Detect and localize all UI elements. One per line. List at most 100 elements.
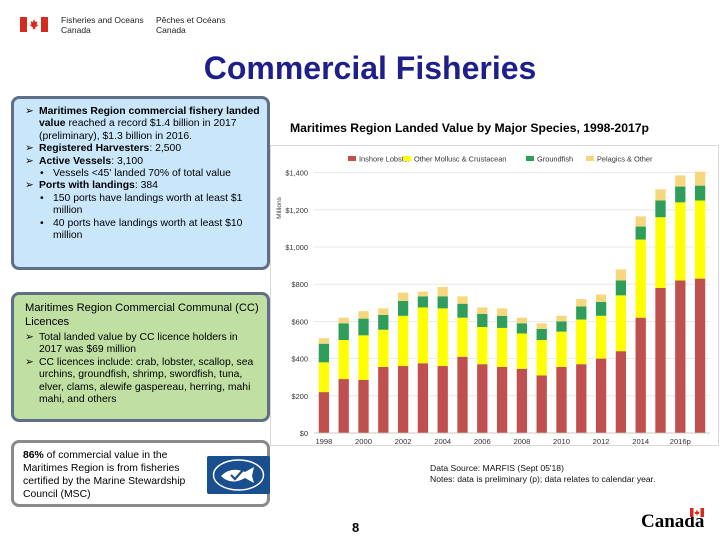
bar-segment bbox=[675, 186, 686, 203]
bullet-cc-species: ➢ CC licences include: crab, lobster, sca… bbox=[25, 356, 254, 406]
chart-title: Maritimes Region Landed Value by Major S… bbox=[290, 121, 649, 135]
y-tick-label: $1,000 bbox=[285, 243, 308, 252]
x-tick-label: 2016p bbox=[670, 437, 691, 446]
bar-segment bbox=[595, 301, 607, 316]
legend-swatch bbox=[348, 156, 356, 161]
bar-segment bbox=[477, 313, 488, 327]
legend-label: Groundfish bbox=[537, 155, 573, 164]
legend-swatch bbox=[586, 156, 594, 161]
y-tick-label: $600 bbox=[292, 317, 308, 326]
bar-segment bbox=[397, 315, 409, 367]
bullet-ports: ➢ Ports with landings: 384 bbox=[25, 180, 158, 192]
bar-segment bbox=[477, 307, 488, 314]
bar-segment bbox=[536, 323, 547, 329]
bar-segment bbox=[318, 362, 330, 393]
legend-swatch bbox=[526, 156, 534, 161]
key-facts-box: ➢ Maritimes Region commercial fishery lan… bbox=[11, 96, 270, 270]
x-tick-label: 2010 bbox=[553, 437, 570, 446]
sub-bullet-ports-10m: • 40 ports have landings worth at least $… bbox=[40, 217, 243, 242]
bar-segment bbox=[496, 315, 508, 328]
page-number: 8 bbox=[352, 520, 360, 535]
bar-segment bbox=[655, 287, 666, 433]
canada-wordmark: Canada bbox=[641, 511, 705, 532]
y-axis-label: Millions bbox=[276, 196, 283, 218]
bar-segment bbox=[635, 317, 646, 433]
bar-segment bbox=[496, 327, 508, 367]
x-tick-label: 2014 bbox=[632, 437, 649, 446]
chart-frame bbox=[270, 145, 719, 446]
bar-segment bbox=[655, 217, 666, 288]
bar-segment bbox=[615, 280, 627, 296]
wordmark-flag-icon bbox=[690, 508, 704, 517]
legend-label: Pelagics & Other bbox=[597, 155, 653, 164]
msc-text: 86% of commercial value in the Maritimes… bbox=[23, 450, 186, 500]
bar-segment bbox=[496, 308, 508, 316]
bar-segment bbox=[477, 326, 488, 365]
bar-segment bbox=[457, 296, 468, 304]
bar-segment bbox=[675, 175, 686, 187]
bar-segment bbox=[457, 356, 468, 433]
page-title: Commercial Fisheries bbox=[203, 50, 537, 86]
bar-segment bbox=[516, 323, 528, 334]
bar-segment bbox=[318, 392, 330, 433]
legend-swatch bbox=[403, 156, 411, 161]
legend-label: Other Mollusc & Crustacean bbox=[414, 155, 506, 164]
bar-segment bbox=[338, 379, 349, 433]
bar-segment bbox=[338, 317, 349, 324]
bar-segment bbox=[358, 318, 369, 336]
y-tick-label: $1,200 bbox=[285, 206, 308, 215]
bar-segment bbox=[437, 308, 448, 367]
bar-segment bbox=[516, 368, 528, 433]
x-tick-label: 2002 bbox=[395, 437, 412, 446]
communal-licences-box: Maritimes Region Commercial Communal (CC… bbox=[11, 292, 270, 422]
bar-segment bbox=[635, 226, 646, 240]
x-tick-label: 2012 bbox=[593, 437, 610, 446]
msc-logo-icon bbox=[207, 456, 270, 494]
bar-segment bbox=[457, 317, 468, 357]
landed-value-chart: Inshore Lobster Other Mollusc & Crustacea… bbox=[270, 145, 719, 446]
canada-flag-icon bbox=[20, 17, 48, 32]
y-tick-label: $200 bbox=[292, 392, 308, 401]
y-tick-label: $400 bbox=[292, 355, 308, 364]
bar-segment bbox=[318, 343, 330, 363]
bar-segment bbox=[378, 308, 389, 315]
bar-segment bbox=[437, 366, 448, 433]
bar-segment bbox=[655, 189, 666, 201]
bar-segment bbox=[595, 294, 607, 302]
bar-segment bbox=[378, 314, 389, 330]
bar-segment bbox=[338, 323, 349, 340]
bar-segment bbox=[576, 306, 587, 320]
bar-segment bbox=[635, 239, 646, 318]
y-tick-label: $800 bbox=[292, 280, 308, 289]
bar-segment bbox=[694, 171, 706, 186]
department-name-english: Fisheries and Oceans Canada bbox=[61, 15, 144, 35]
x-tick-label: 1998 bbox=[315, 437, 332, 446]
bar-segment bbox=[694, 278, 706, 433]
bar-segment bbox=[397, 366, 409, 433]
bar-segment bbox=[576, 319, 587, 365]
bar-segment bbox=[437, 296, 448, 309]
bar-segment bbox=[694, 200, 706, 279]
bar-segment bbox=[457, 303, 468, 318]
bar-segment bbox=[576, 364, 587, 433]
bar-segment bbox=[536, 340, 547, 376]
bar-segment bbox=[516, 317, 528, 324]
bullet-harvesters: ➢ Registered Harvesters: 2,500 bbox=[25, 143, 182, 155]
bar-segment bbox=[477, 364, 488, 433]
communal-licences-heading: Maritimes Region Commercial Communal (CC… bbox=[25, 302, 259, 328]
y-tick-label: $1,400 bbox=[285, 169, 308, 178]
msc-certification-box: 86% of commercial value in the Maritimes… bbox=[11, 440, 270, 507]
bar-segment bbox=[536, 328, 547, 340]
bar-segment bbox=[556, 366, 567, 433]
bar-segment bbox=[536, 375, 547, 433]
bar-segment bbox=[378, 329, 389, 367]
x-tick-label: 2008 bbox=[513, 437, 530, 446]
bar-segment bbox=[417, 307, 429, 364]
bullet-vessels: ➢ Active Vessels: 3,100 bbox=[25, 155, 143, 167]
bar-segment bbox=[615, 295, 627, 352]
bar-segment bbox=[516, 333, 528, 369]
bar-segment bbox=[635, 216, 646, 227]
bar-segment bbox=[576, 299, 587, 307]
bar-segment bbox=[556, 331, 567, 367]
bar-segment bbox=[615, 269, 627, 281]
